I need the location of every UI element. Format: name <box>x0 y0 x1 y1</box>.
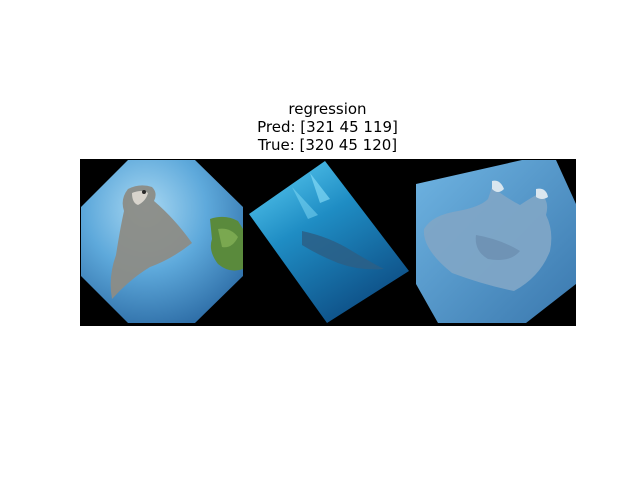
manta-ray-rotated-middle <box>249 161 409 323</box>
manta-ray-hexagon-right <box>416 160 576 323</box>
image-strip <box>80 159 576 326</box>
ground-truth-text: True: [320 45 120] <box>257 136 398 154</box>
prediction-text: Pred: [321 45 119] <box>257 118 398 136</box>
figure-title: regression <box>288 100 367 118</box>
image-strip-svg <box>81 160 576 323</box>
manta-ray-octagon-left <box>81 160 243 323</box>
